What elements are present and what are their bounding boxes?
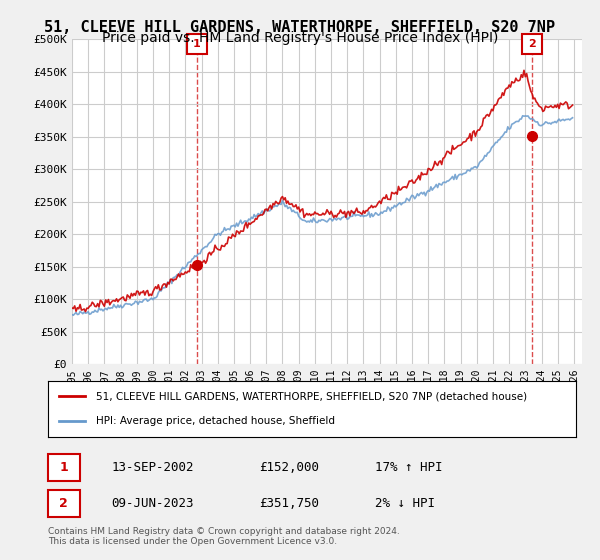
Text: £152,000: £152,000 — [259, 461, 319, 474]
Text: 09-JUN-2023: 09-JUN-2023 — [112, 497, 194, 510]
Text: 1: 1 — [193, 39, 200, 49]
Text: Price paid vs. HM Land Registry's House Price Index (HPI): Price paid vs. HM Land Registry's House … — [102, 31, 498, 45]
FancyBboxPatch shape — [48, 490, 80, 517]
Text: £351,750: £351,750 — [259, 497, 319, 510]
Text: 2: 2 — [529, 39, 536, 49]
Text: 51, CLEEVE HILL GARDENS, WATERTHORPE, SHEFFIELD, S20 7NP (detached house): 51, CLEEVE HILL GARDENS, WATERTHORPE, SH… — [95, 391, 527, 402]
Text: 13-SEP-2002: 13-SEP-2002 — [112, 461, 194, 474]
Text: 17% ↑ HPI: 17% ↑ HPI — [376, 461, 443, 474]
Text: 2: 2 — [59, 497, 68, 510]
Text: HPI: Average price, detached house, Sheffield: HPI: Average price, detached house, Shef… — [95, 416, 335, 426]
FancyBboxPatch shape — [48, 454, 80, 481]
Text: 2% ↓ HPI: 2% ↓ HPI — [376, 497, 436, 510]
Text: 51, CLEEVE HILL GARDENS, WATERTHORPE, SHEFFIELD, S20 7NP: 51, CLEEVE HILL GARDENS, WATERTHORPE, SH… — [44, 20, 556, 35]
Text: Contains HM Land Registry data © Crown copyright and database right 2024.
This d: Contains HM Land Registry data © Crown c… — [48, 526, 400, 546]
Text: 1: 1 — [59, 461, 68, 474]
